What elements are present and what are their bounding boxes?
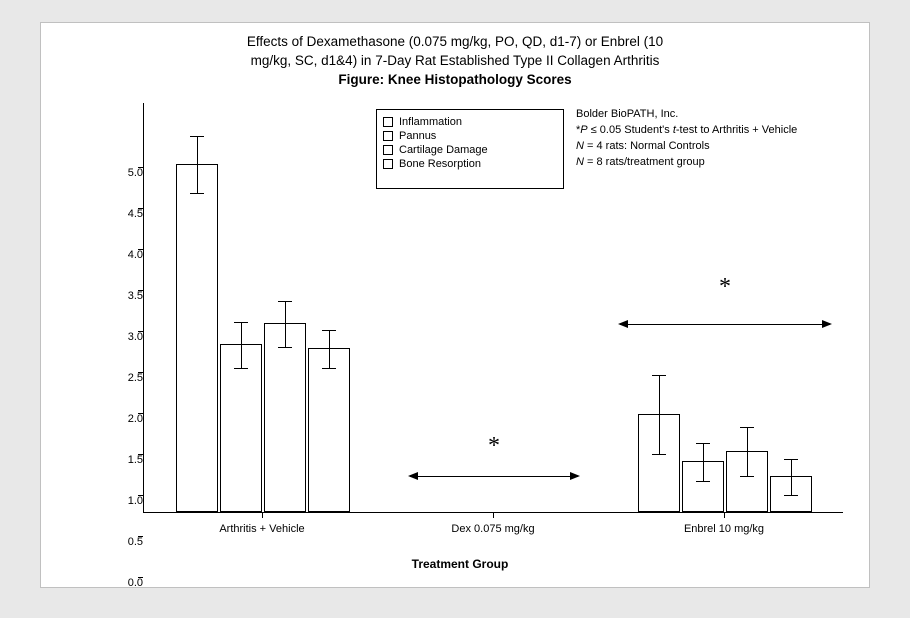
significance-marker: *	[719, 274, 731, 301]
error-cap	[740, 427, 754, 428]
error-cap	[652, 454, 666, 455]
legend: Inflammation Pannus Cartilage Damage Bone R…	[376, 109, 564, 189]
chart-notes: Bolder BioPATH, Inc. *P ≤ 0.05 Student's…	[576, 107, 797, 171]
legend-item: Bone Resorption	[383, 158, 557, 170]
y-tick-label: 3.5	[103, 290, 143, 302]
note-line-2: *P ≤ 0.05 Student's t-test to Arthritis …	[576, 123, 797, 139]
error-bar	[659, 375, 660, 454]
legend-label: Inflammation	[399, 116, 462, 128]
error-cap	[322, 368, 336, 369]
error-bar	[285, 301, 286, 347]
bar	[264, 323, 306, 512]
error-cap	[190, 136, 204, 137]
title-line-2: mg/kg, SC, d1&4) in 7-Day Rat Establishe…	[251, 53, 660, 68]
legend-swatch	[383, 131, 393, 141]
arrow-head-right-icon	[570, 472, 580, 480]
title-line-3: Figure: Knee Histopathology Scores	[338, 72, 571, 87]
x-axis-label: Treatment Group	[71, 557, 849, 571]
plot-region: Inflammation Pannus Cartilage Damage Bone R…	[143, 103, 843, 513]
error-cap	[696, 481, 710, 482]
legend-swatch	[383, 145, 393, 155]
error-bar	[791, 459, 792, 495]
bar	[308, 348, 350, 512]
error-cap	[278, 347, 292, 348]
arrow-head-right-icon	[822, 320, 832, 328]
bar	[220, 344, 262, 512]
error-cap	[278, 301, 292, 302]
error-bar	[329, 330, 330, 368]
note-line-1: Bolder BioPATH, Inc.	[576, 107, 797, 123]
note-line-4: N = 8 rats/treatment group	[576, 155, 797, 171]
error-cap	[190, 193, 204, 194]
significance-marker: *	[488, 433, 500, 460]
y-tick-label: 5.0	[103, 167, 143, 179]
legend-item: Cartilage Damage	[383, 144, 557, 156]
legend-swatch	[383, 117, 393, 127]
y-tick-label: 2.0	[103, 413, 143, 425]
chart-area: Mean±SE Knee Histopathology Scores (Scor…	[71, 103, 849, 577]
x-tick	[262, 513, 263, 518]
y-tick-label: 1.0	[103, 495, 143, 507]
y-tick-label: 0.0	[103, 577, 143, 589]
legend-item: Pannus	[383, 130, 557, 142]
y-tick-label: 4.5	[103, 208, 143, 220]
error-cap	[784, 495, 798, 496]
error-bar	[703, 443, 704, 481]
note-line-3: N = 4 rats: Normal Controls	[576, 139, 797, 155]
x-category-label: Dex 0.075 mg/kg	[403, 523, 583, 535]
error-bar	[747, 427, 748, 476]
chart-panel: Effects of Dexamethasone (0.075 mg/kg, P…	[40, 22, 870, 588]
error-cap	[740, 476, 754, 477]
error-bar	[197, 136, 198, 193]
error-cap	[234, 322, 248, 323]
significance-arrow	[620, 324, 830, 325]
arrow-head-left-icon	[618, 320, 628, 328]
legend-label: Bone Resorption	[399, 158, 481, 170]
x-category-label: Arthritis + Vehicle	[172, 523, 352, 535]
arrow-head-left-icon	[408, 472, 418, 480]
y-tick-label: 0.5	[103, 536, 143, 548]
legend-label: Pannus	[399, 130, 436, 142]
legend-swatch	[383, 159, 393, 169]
y-tick-label: 2.5	[103, 372, 143, 384]
error-cap	[322, 330, 336, 331]
bar	[176, 164, 218, 513]
y-tick-label: 1.5	[103, 454, 143, 466]
chart-title: Effects of Dexamethasone (0.075 mg/kg, P…	[41, 23, 869, 90]
significance-arrow	[410, 476, 578, 477]
error-bar	[241, 322, 242, 368]
error-cap	[784, 459, 798, 460]
y-tick-label: 4.0	[103, 249, 143, 261]
y-tick-label: 3.0	[103, 331, 143, 343]
error-cap	[652, 375, 666, 376]
x-tick	[493, 513, 494, 518]
title-line-1: Effects of Dexamethasone (0.075 mg/kg, P…	[247, 34, 663, 49]
error-cap	[696, 443, 710, 444]
legend-item: Inflammation	[383, 116, 557, 128]
error-cap	[234, 368, 248, 369]
x-tick	[724, 513, 725, 518]
legend-label: Cartilage Damage	[399, 144, 488, 156]
x-category-label: Enbrel 10 mg/kg	[634, 523, 814, 535]
page-background: Effects of Dexamethasone (0.075 mg/kg, P…	[0, 0, 910, 618]
